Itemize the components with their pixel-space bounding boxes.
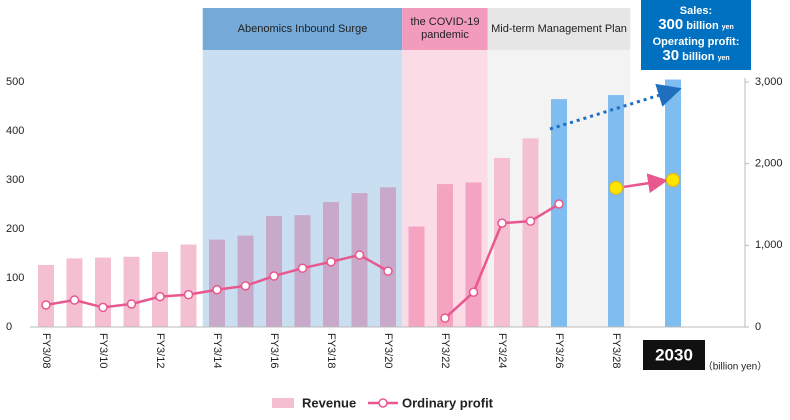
- point: [440, 313, 450, 323]
- x-tick-label: FY3/08: [40, 333, 52, 368]
- x-tick-label: 2030: [655, 345, 693, 364]
- unit-label: （billion yen）: [703, 361, 767, 373]
- point: [41, 300, 51, 310]
- y-tick-label: 200: [6, 223, 24, 235]
- legend-label: Revenue: [302, 395, 356, 410]
- bar: [551, 99, 567, 328]
- bar: [380, 187, 396, 327]
- bar: [38, 264, 54, 327]
- point: [69, 295, 80, 305]
- target-point: [609, 180, 623, 195]
- bar: [437, 184, 453, 327]
- period-header: [402, 8, 488, 50]
- bar: [123, 256, 140, 327]
- callout-text: 30: [662, 47, 680, 64]
- point: [383, 266, 393, 276]
- trend-arrow: [549, 83, 682, 131]
- bar: [408, 226, 425, 327]
- callout-text: billion: [686, 20, 719, 32]
- period-header: [202, 8, 403, 50]
- legend-marker: [378, 398, 388, 408]
- callout-text: 300: [658, 16, 684, 33]
- y2-tick-label: 0: [755, 321, 761, 333]
- legend-swatch: [272, 398, 294, 408]
- period-header: [487, 8, 631, 50]
- point: [297, 263, 308, 273]
- point: [240, 281, 251, 291]
- period-label: Mid-term Management Plan: [491, 22, 627, 35]
- bar: [152, 251, 168, 327]
- point: [497, 218, 507, 228]
- point: [525, 216, 536, 226]
- target-arrow: [623, 173, 668, 194]
- x-tick-label: FY3/26: [553, 333, 565, 368]
- x-tick-label: FY3/16: [268, 333, 280, 368]
- point: [468, 287, 479, 297]
- bar: [665, 79, 681, 327]
- x-tick-label: FY3/24: [496, 333, 508, 368]
- x-tick-label: FY3/14: [211, 333, 223, 368]
- legend-label: Ordinary profit: [402, 395, 494, 410]
- callout-value: 300 billion yen: [641, 16, 751, 35]
- y-tick-label: 300: [6, 174, 24, 186]
- bar: [608, 95, 624, 327]
- plot: [38, 79, 681, 328]
- period-label: Abenomics Inbound Surge: [237, 22, 368, 35]
- point: [212, 285, 222, 295]
- y2-tick-label: 1,000: [755, 239, 783, 251]
- callout-text: Operating profit:: [652, 36, 740, 48]
- callout-text: yen: [721, 24, 734, 31]
- point: [183, 289, 194, 300]
- callout-text: Sales:: [679, 5, 713, 17]
- bar: [180, 244, 197, 327]
- x-tick-label: FY3/12: [154, 333, 166, 368]
- highlight-box: [643, 340, 705, 370]
- x-tick-label: FY3/22: [439, 333, 451, 368]
- point: [98, 302, 108, 313]
- point: [269, 271, 279, 281]
- y-tick-label: 500: [6, 76, 24, 88]
- point: [155, 291, 165, 302]
- y2-tick-label: 3,000: [755, 76, 783, 88]
- point: [326, 257, 336, 267]
- bar: [209, 239, 225, 327]
- x-tick-label: FY3/28: [610, 333, 622, 368]
- y-tick-label: 0: [6, 321, 12, 333]
- callout-text: yen: [717, 55, 730, 62]
- bar: [465, 182, 482, 327]
- point: [126, 299, 137, 309]
- callout-text: billion: [682, 51, 715, 63]
- bar: [522, 138, 539, 327]
- x-tick-label: FY3/18: [325, 333, 337, 368]
- point: [554, 199, 564, 209]
- target-callout: Sales: 300 billion yen Operating profit:…: [641, 0, 751, 70]
- bar: [351, 193, 368, 327]
- period-label: the COVID-19 pandemic: [410, 16, 480, 41]
- x-tick-label: FY3/10: [97, 333, 109, 368]
- bar: [66, 258, 83, 327]
- y-tick-label: 100: [6, 272, 24, 284]
- x-tick-label: FY3/20: [382, 333, 394, 368]
- point: [354, 250, 365, 260]
- callout-value: 30 billion yen: [641, 47, 751, 66]
- bar: [494, 157, 510, 327]
- target-point: [666, 173, 680, 187]
- y-tick-label: 400: [6, 125, 24, 137]
- y2-tick-label: 2,000: [755, 158, 783, 170]
- bar: [95, 257, 111, 327]
